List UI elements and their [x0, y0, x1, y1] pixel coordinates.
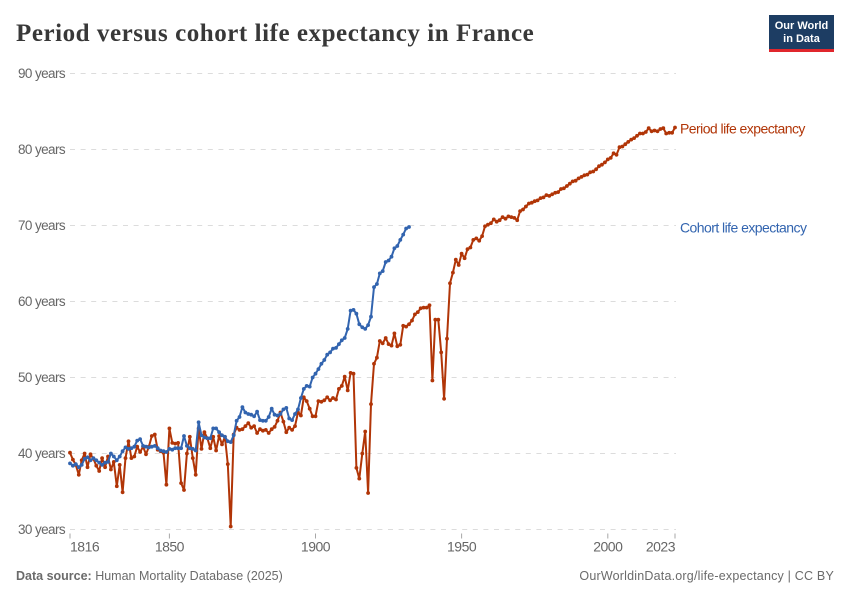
svg-text:Period life expectancy: Period life expectancy	[680, 121, 805, 137]
svg-text:1950: 1950	[447, 539, 477, 555]
svg-text:40 years: 40 years	[18, 446, 66, 461]
svg-text:2023: 2023	[646, 539, 676, 555]
svg-text:90 years: 90 years	[18, 66, 66, 81]
svg-text:2000: 2000	[593, 539, 623, 555]
svg-text:30 years: 30 years	[18, 522, 66, 537]
svg-text:80 years: 80 years	[18, 142, 66, 157]
svg-text:70 years: 70 years	[18, 218, 66, 233]
svg-text:1816: 1816	[70, 539, 100, 555]
svg-text:60 years: 60 years	[18, 294, 66, 309]
svg-text:50 years: 50 years	[18, 370, 66, 385]
svg-text:1850: 1850	[155, 539, 185, 555]
svg-text:1900: 1900	[301, 539, 331, 555]
svg-text:Cohort life expectancy: Cohort life expectancy	[680, 220, 807, 236]
